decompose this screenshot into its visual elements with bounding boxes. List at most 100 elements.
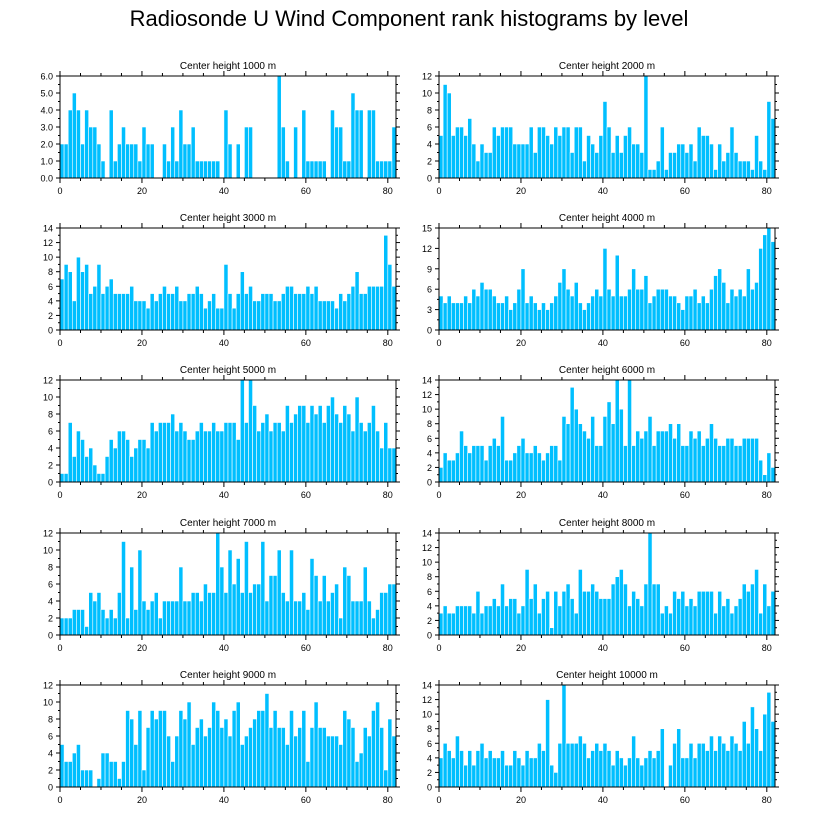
- bar: [227, 735, 233, 788]
- bar: [438, 757, 444, 788]
- bar: [170, 293, 176, 331]
- bar: [276, 549, 282, 636]
- bar: [391, 447, 397, 483]
- bar: [659, 728, 665, 788]
- bar: [280, 592, 286, 636]
- x-tick-label: 40: [219, 490, 229, 500]
- bar: [207, 592, 212, 636]
- bar: [446, 750, 452, 788]
- bar: [643, 430, 649, 483]
- y-tick-label: 4: [427, 140, 432, 150]
- bar: [438, 612, 444, 636]
- bar: [137, 300, 143, 331]
- bar: [71, 752, 77, 788]
- x-tick-label: 40: [598, 490, 608, 500]
- bar: [338, 126, 344, 179]
- bar: [565, 126, 571, 179]
- bar: [293, 293, 298, 331]
- bar: [463, 764, 468, 788]
- panel-title: Center height 10000 m: [556, 670, 658, 681]
- bar: [334, 413, 339, 483]
- y-tick-label: 4: [48, 597, 53, 607]
- bar: [676, 302, 682, 331]
- bar: [680, 757, 686, 788]
- bar: [520, 764, 526, 788]
- y-tick-label: 12: [422, 543, 432, 553]
- bar: [182, 143, 188, 179]
- bar: [586, 437, 591, 483]
- bar: [467, 750, 473, 788]
- bar: [438, 467, 444, 483]
- bar: [379, 285, 385, 331]
- panel-title: Center height 2000 m: [559, 61, 655, 72]
- bar: [479, 742, 485, 788]
- bar: [545, 135, 550, 179]
- bar: [483, 605, 489, 636]
- bar: [186, 439, 192, 483]
- x-tick-label: 60: [680, 338, 690, 348]
- y-tick-label: 2: [48, 311, 53, 321]
- x-tick-label: 40: [219, 643, 229, 653]
- bar: [446, 295, 452, 331]
- bar: [248, 379, 253, 483]
- bar: [293, 600, 298, 636]
- bar: [145, 447, 151, 483]
- bar: [67, 271, 73, 331]
- bar: [573, 612, 579, 636]
- bar: [117, 293, 122, 331]
- bar: [342, 710, 348, 788]
- bar: [717, 590, 723, 636]
- y-tick-label: 2: [427, 616, 432, 626]
- bar: [133, 300, 139, 331]
- y-tick-label: 14: [422, 681, 432, 691]
- bar: [244, 126, 249, 179]
- bar: [276, 75, 282, 179]
- bar: [100, 609, 106, 636]
- bar: [602, 742, 608, 788]
- bar: [545, 452, 550, 483]
- bar: [346, 160, 352, 179]
- bar: [733, 295, 739, 331]
- bar: [573, 408, 579, 483]
- bar: [746, 437, 751, 483]
- bar: [371, 710, 376, 788]
- x-tick-label: 60: [301, 186, 311, 196]
- bar: [256, 583, 262, 636]
- bar: [475, 750, 481, 788]
- bar: [700, 135, 706, 179]
- bar: [166, 422, 171, 483]
- bar: [672, 295, 677, 331]
- bar: [297, 600, 303, 636]
- bar: [442, 84, 448, 179]
- bar: [627, 126, 632, 179]
- y-tick-label: 10: [422, 558, 432, 568]
- bar: [606, 126, 612, 179]
- bar: [244, 422, 249, 483]
- bar: [639, 605, 645, 636]
- chart-panel: Center height 5000 m 0 2 4 6 8 10 12 0 20 40 60 80: [43, 365, 400, 500]
- bar: [63, 473, 69, 483]
- bar: [610, 423, 616, 483]
- bar: [586, 135, 591, 179]
- bar: [342, 160, 348, 179]
- bar: [651, 295, 657, 331]
- bar: [387, 447, 393, 483]
- bar: [383, 160, 389, 179]
- bar: [655, 430, 661, 483]
- bar: [672, 437, 677, 483]
- bar: [713, 612, 718, 636]
- bar: [700, 742, 706, 788]
- bar: [194, 430, 200, 483]
- bar: [610, 295, 616, 331]
- y-tick-label: 6: [48, 732, 53, 742]
- bar: [330, 592, 335, 636]
- bar: [166, 735, 171, 788]
- bar: [166, 160, 171, 179]
- x-tick-label: 0: [436, 186, 441, 196]
- bar: [549, 143, 555, 179]
- bar: [92, 285, 98, 331]
- bar: [750, 437, 755, 483]
- bar: [207, 430, 212, 483]
- bar: [297, 293, 303, 331]
- bar: [186, 600, 192, 636]
